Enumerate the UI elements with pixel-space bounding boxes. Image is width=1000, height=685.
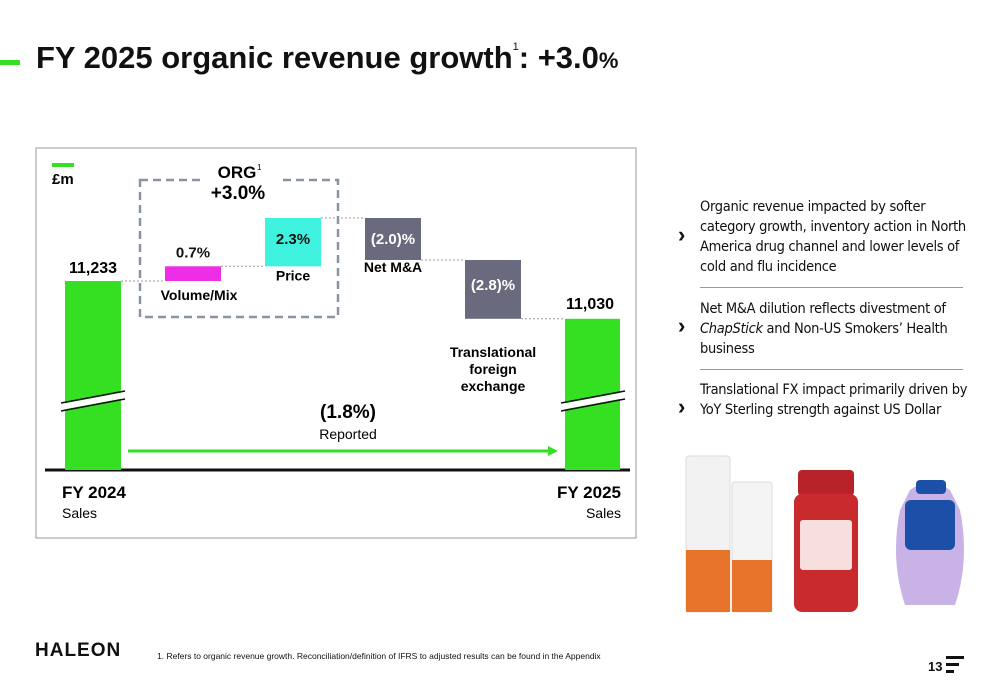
- x-label: FY 2025: [557, 483, 621, 502]
- title-value: : +3.0: [518, 40, 599, 75]
- value-label: (2.0)%: [371, 231, 415, 248]
- reported-value: (1.8%): [320, 402, 376, 423]
- title-text: FY 2025 organic revenue growth: [36, 40, 513, 75]
- footnote: 1. Refers to organic revenue growth. Rec…: [157, 651, 601, 661]
- page-icon: [946, 656, 964, 659]
- value-label: (2.8)%: [471, 277, 515, 294]
- x-label: Volume/Mix: [161, 287, 238, 303]
- footnote-marker: 1: [512, 41, 519, 53]
- bullet-text: Net M&A dilution reflects divestment of: [700, 301, 946, 317]
- bullet: Translational FX impact primarily driven…: [700, 380, 968, 420]
- value-label: 11,233: [69, 260, 117, 277]
- x-label: Translational foreign exchange: [450, 344, 536, 394]
- page-number: 13: [928, 659, 943, 674]
- org-value: +3.0%: [211, 183, 266, 204]
- chart-frame: [35, 147, 637, 539]
- value-label: 0.7%: [176, 244, 210, 261]
- page-icon: [946, 670, 954, 673]
- axis-break: [61, 392, 125, 410]
- axis-break: [561, 392, 625, 410]
- separator: [700, 369, 963, 370]
- org-label-bg: [200, 160, 280, 202]
- bar: [565, 318, 620, 470]
- logo: HALEON: [35, 640, 122, 661]
- x-label: FY 2024: [62, 483, 127, 502]
- bullet-text: Organic revenue impacted by softer categ…: [700, 199, 966, 275]
- bar: [65, 281, 121, 470]
- product-tube-band: [732, 560, 772, 612]
- separator: [700, 287, 963, 288]
- axis-break: [60, 390, 126, 404]
- product-box-band: [686, 550, 730, 612]
- bullet: Organic revenue impacted by softer categ…: [700, 197, 968, 277]
- title-percent: %: [598, 48, 619, 73]
- bar: [465, 260, 521, 319]
- x-label: Price: [276, 267, 310, 283]
- chevron: ›: [678, 222, 686, 247]
- axis-break: [560, 398, 626, 412]
- product-images: [685, 455, 964, 613]
- page-icon: [946, 663, 959, 666]
- value-label: 2.3%: [276, 231, 310, 248]
- value-label: 11,030: [566, 296, 614, 313]
- chevron: ›: [678, 313, 686, 338]
- bottle-cap: [798, 470, 854, 496]
- title: FY 2025 organic revenue growth1: +3.0%: [36, 40, 618, 76]
- x-label: Net M&A: [364, 259, 422, 275]
- jar-label: [905, 500, 955, 550]
- bullet-text: ChapStick: [700, 321, 763, 337]
- unit-label: £m: [52, 171, 74, 188]
- axis-break: [60, 398, 126, 412]
- axis-break: [560, 390, 626, 404]
- x-sublabel: Sales: [62, 505, 97, 521]
- title-accent: [0, 60, 20, 65]
- bottle-label: [800, 520, 852, 570]
- unit-accent: [52, 163, 74, 167]
- reported-label: Reported: [319, 426, 377, 442]
- arrow-head: [548, 446, 558, 456]
- footnote-marker: 1: [257, 163, 262, 172]
- jar-lid: [916, 480, 946, 494]
- x-sublabel: Sales: [586, 505, 621, 521]
- chevron: ›: [678, 394, 686, 419]
- bar: [265, 218, 321, 267]
- bullet-text: and Non-US Smokers’ Health business: [700, 321, 948, 357]
- bullet: Net M&A dilution reflects divestment of …: [700, 299, 968, 359]
- org-label: ORG: [218, 163, 257, 182]
- bullet-text: Translational FX impact primarily driven…: [700, 382, 968, 418]
- bar: [365, 218, 421, 260]
- bar: [165, 266, 221, 281]
